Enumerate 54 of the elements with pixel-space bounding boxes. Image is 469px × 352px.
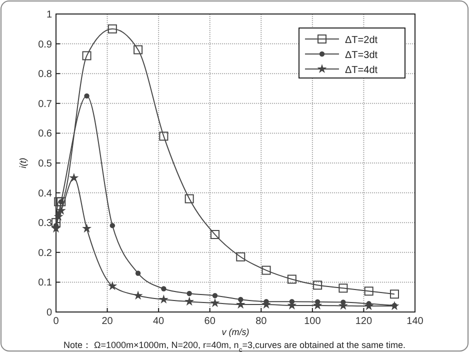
x-tick-label: 40 <box>153 316 165 327</box>
point <box>84 93 90 99</box>
point <box>184 194 194 204</box>
y-tick-label: 0.9 <box>38 39 52 50</box>
legend-label: ΔT=3dt <box>345 50 378 61</box>
point <box>82 51 92 60</box>
y-tick-label: 0.3 <box>38 218 52 230</box>
y-tick-label: 0.7 <box>38 98 52 110</box>
y-tick-label: 0.2 <box>38 248 52 259</box>
point <box>133 290 143 300</box>
point <box>210 230 220 240</box>
text: Note： Ω=1000m×1000m, N=200, r=40m, n$_{c}$=3,curves are obtained at the same time. <box>63 340 406 352</box>
legend-label: ΔT=4dt <box>345 65 378 76</box>
point <box>82 224 92 233</box>
y-tick-label: 0.8 <box>38 69 52 80</box>
point <box>338 284 348 293</box>
x-tick-label: 80 <box>256 316 268 327</box>
y-tick-label: 0.1 <box>38 278 52 289</box>
y-tick-label: 0.5 <box>38 158 52 170</box>
point <box>110 222 116 228</box>
point <box>108 281 118 290</box>
x-tick-label: 120 <box>355 316 372 327</box>
point <box>210 298 220 308</box>
point <box>313 280 322 290</box>
point <box>54 197 64 206</box>
point <box>262 266 271 275</box>
legend-label: ΔT=2dt <box>345 35 378 46</box>
y-axis-title: i(t) <box>18 158 28 168</box>
point <box>364 286 374 296</box>
x-tick-label: 100 <box>304 316 322 327</box>
y-tick-label: 0 <box>46 308 52 318</box>
point <box>287 274 296 284</box>
point <box>159 132 168 141</box>
x-tick-label: 60 <box>204 316 216 327</box>
point <box>236 252 246 262</box>
point <box>158 294 168 304</box>
x-tick-label: 140 <box>406 316 424 327</box>
point <box>186 290 192 296</box>
point <box>135 270 141 276</box>
point <box>212 293 218 298</box>
point <box>161 286 166 292</box>
y-tick-label: 1 <box>46 10 52 20</box>
x-tick-label: 20 <box>102 316 114 327</box>
point <box>390 290 399 299</box>
x-axis-title: v (m/s) <box>222 327 250 337</box>
point <box>69 172 79 182</box>
point <box>134 45 143 54</box>
point <box>184 296 194 306</box>
point <box>52 218 60 228</box>
point <box>108 24 117 34</box>
y-tick-label: 0.6 <box>38 128 52 140</box>
point <box>56 206 66 215</box>
x-tick-label: 0 <box>53 316 60 327</box>
y-tick-label: 0.4 <box>38 188 52 200</box>
